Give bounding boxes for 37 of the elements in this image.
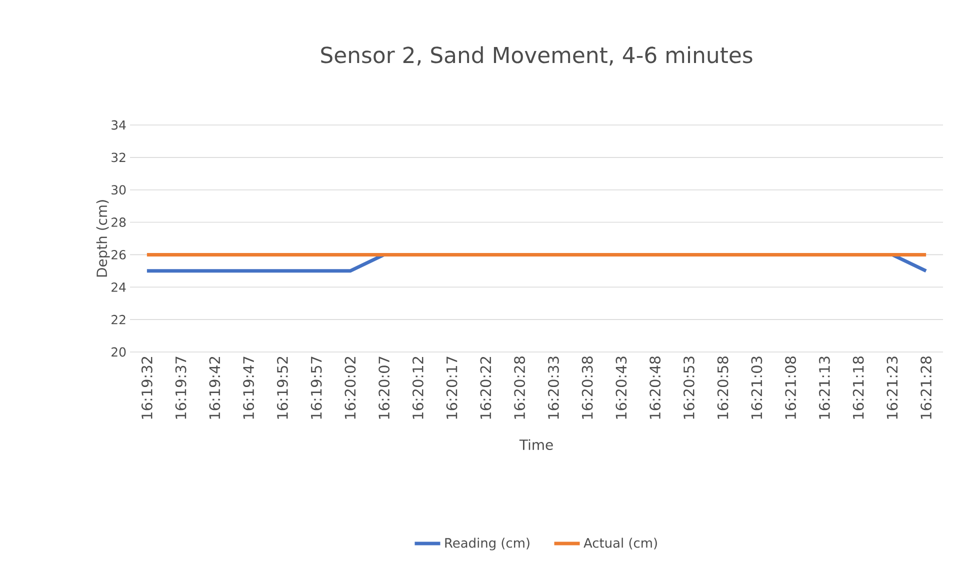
y-tick-label: 24 [112,282,126,292]
x-tick-label: 16:20:58 [717,356,728,419]
x-axis-title: Time [519,439,553,450]
y-tick-label: 32 [112,152,126,162]
y-axis-title: Depth (cm) [96,200,110,277]
x-tick-label: 16:21:03 [751,356,762,419]
y-tick-label: 22 [112,314,126,324]
x-tick-label: 16:21:28 [920,356,932,419]
x-tick-label: 16:20:53 [683,356,694,419]
x-tick-label: 16:21:13 [818,356,830,419]
x-tick-label: 16:19:57 [310,356,322,419]
x-tick-label: 16:19:37 [175,356,186,419]
x-tick-label: 16:20:02 [344,356,356,419]
x-tick-label: 16:20:48 [650,356,661,419]
y-tick-label: 34 [112,120,126,130]
x-tick-label: 16:21:08 [785,356,796,419]
x-tick-label: 16:19:32 [141,356,152,419]
x-tick-label: 16:20:43 [616,356,627,419]
x-tick-label: 16:20:38 [582,356,593,419]
x-tick-label: 16:19:52 [276,356,288,419]
x-tick-label: 16:20:22 [480,356,492,419]
legend-label: Reading (cm) [445,538,530,550]
x-tick-label: 16:21:18 [852,356,864,419]
y-tick-label: 30 [112,185,126,195]
x-tick-label: 16:20:33 [548,356,559,419]
x-tick-label: 16:19:42 [209,356,220,419]
y-tick-label: 26 [112,250,126,260]
legend-label: Actual (cm) [584,538,657,550]
chart-title: Sensor 2, Sand Movement, 4-6 minutes [321,46,752,66]
y-tick-label: 20 [112,347,126,357]
x-tick-label: 16:20:12 [412,356,424,419]
x-tick-label: 16:19:47 [243,356,254,419]
x-tick-label: 16:21:23 [886,356,898,419]
x-tick-label: 16:20:07 [378,356,390,419]
x-tick-label: 16:20:28 [514,356,526,419]
x-tick-label: 16:20:17 [446,356,458,419]
y-tick-label: 28 [112,218,126,227]
